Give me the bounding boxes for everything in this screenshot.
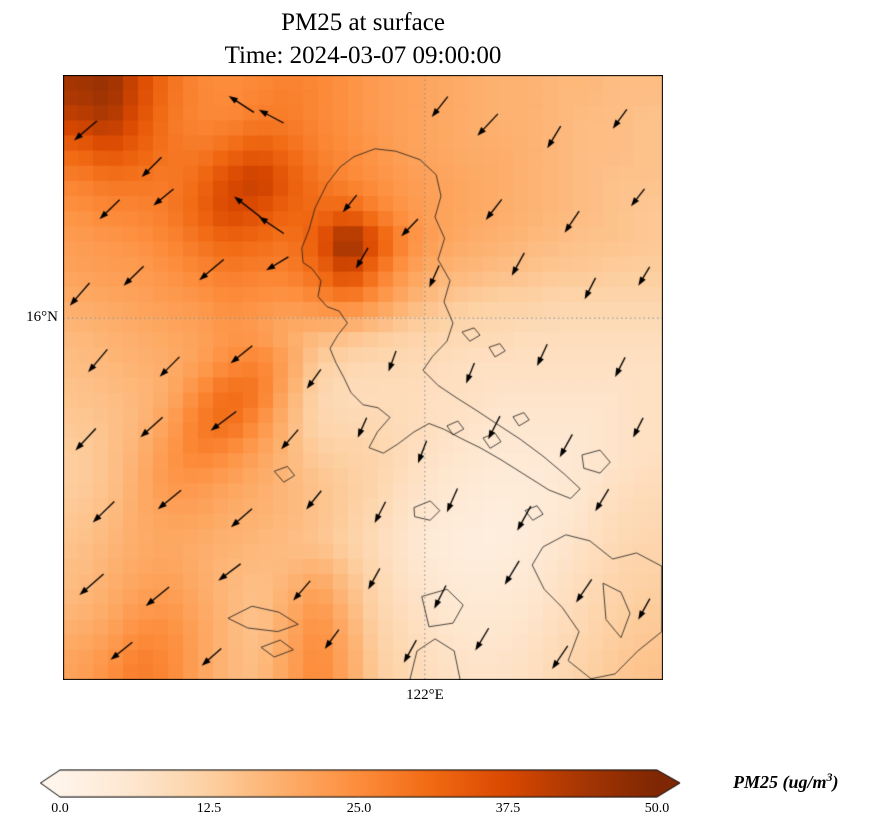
y-axis-tick-label: 16°N xyxy=(26,309,58,325)
x-axis-tick-label: 122°E xyxy=(406,687,444,703)
colorbar-label-sup: 3 xyxy=(826,770,833,784)
colorbar-ticks: 0.0 12.5 25.0 37.5 50.0 xyxy=(40,801,685,821)
colorbar-label-text: PM25 (ug/m xyxy=(733,772,827,792)
colorbar-tick-label: 12.5 xyxy=(196,801,222,816)
colorbar-canvas xyxy=(40,769,685,798)
pm25-map-canvas xyxy=(63,75,663,680)
chart-subtitle: Time: 2024-03-07 09:00:00 xyxy=(224,42,502,69)
colorbar-tick-label: 50.0 xyxy=(644,801,670,816)
colorbar-tick-label: 25.0 xyxy=(346,801,372,816)
colorbar-tick-label: 0.0 xyxy=(51,801,69,816)
colorbar-tick-label: 37.5 xyxy=(495,801,521,816)
title-block: PM25 at surface Time: 2024-03-07 09:00:0… xyxy=(63,6,663,72)
chart-title: PM25 at surface xyxy=(281,9,445,36)
colorbar-label: PM25 (ug/m3) xyxy=(733,770,839,793)
colorbar-label-close: ) xyxy=(832,772,839,792)
